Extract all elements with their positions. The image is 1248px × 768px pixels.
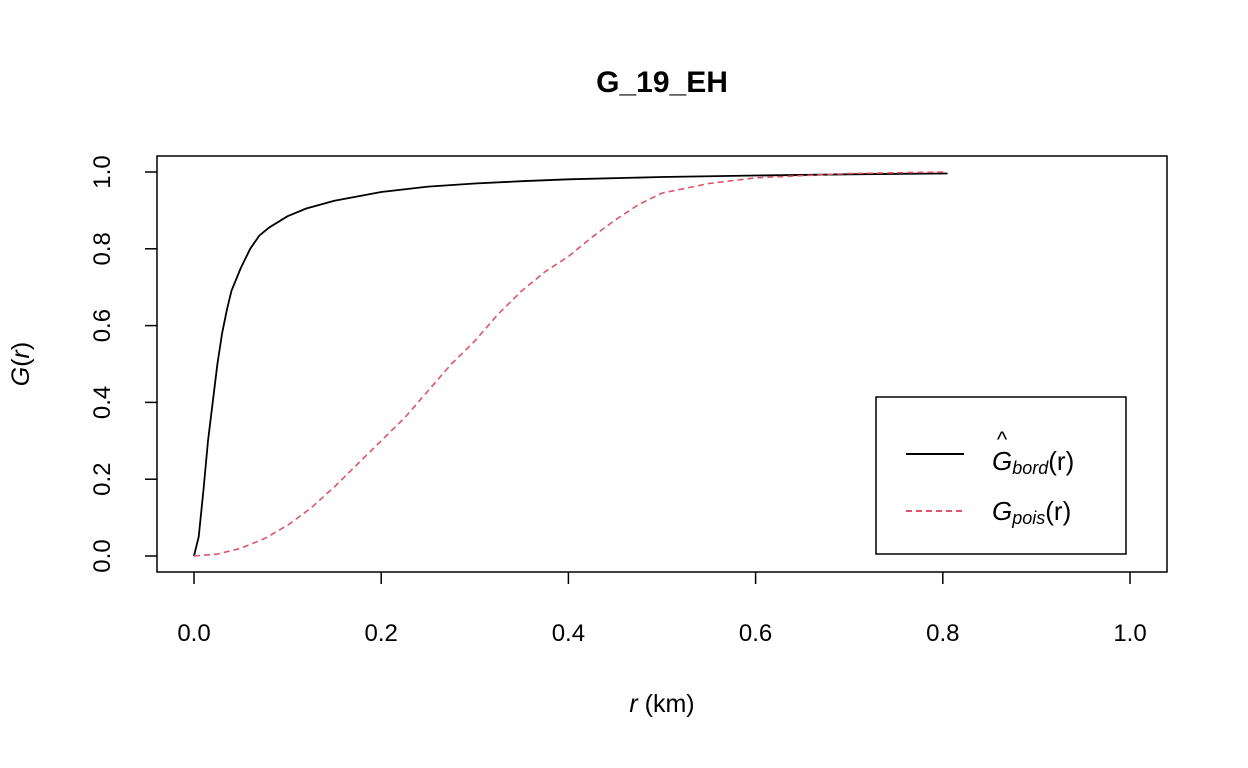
- y-tick-label: 0.8: [89, 232, 116, 265]
- legend-label-pois: Gpois(r): [992, 496, 1071, 528]
- y-tick-label: 0.0: [89, 539, 116, 572]
- legend-label-bord-arg: (r): [1048, 446, 1074, 476]
- legend-label-bord-hat: ^: [997, 427, 1008, 452]
- legend: Gbord(r) ^ Gpois(r): [875, 396, 1127, 555]
- x-tick-label: 1.0: [1113, 620, 1146, 647]
- legend-label-bord-fn: G: [992, 446, 1012, 476]
- x-axis-label-var: r: [629, 690, 639, 718]
- y-axis-label: G(r): [7, 342, 35, 386]
- y-tick-label: 1.0: [89, 155, 116, 188]
- y-axis-label-open: (: [7, 358, 35, 367]
- series-line-pois: [193, 171, 948, 557]
- x-axis-label: r (km): [629, 690, 694, 718]
- plot-frame: [156, 155, 1168, 573]
- x-tick-label: 0.4: [552, 620, 585, 647]
- legend-label-bord-sub: bord: [1012, 458, 1049, 478]
- chart-title: G_19_EH: [596, 66, 728, 99]
- x-tick-label: 0.8: [926, 620, 959, 647]
- y-tick-label: 0.6: [89, 309, 116, 342]
- x-axis: 0.0 0.2 0.4 0.6 0.8 1.0: [177, 572, 1147, 647]
- legend-label-pois-arg: (r): [1045, 496, 1071, 526]
- x-tick-label: 0.2: [365, 620, 398, 647]
- y-tick-label: 0.2: [89, 463, 116, 496]
- x-axis-label-unit: (km): [638, 690, 695, 718]
- legend-label-pois-fn: G: [992, 496, 1012, 526]
- y-axis-label-fn: G: [7, 367, 35, 386]
- x-tick-label: 0.6: [739, 620, 772, 647]
- series-line-bord: [193, 172, 948, 557]
- y-axis: 0.0 0.2 0.4 0.6 0.8 1.0: [89, 155, 157, 573]
- series-layer: [193, 171, 948, 557]
- legend-label-bord: Gbord(r): [992, 446, 1074, 478]
- x-tick-label: 0.0: [177, 620, 210, 647]
- legend-box: [875, 396, 1127, 555]
- legend-label-pois-sub: pois: [1011, 508, 1045, 528]
- y-axis-label-close: ): [7, 342, 35, 350]
- y-tick-label: 0.4: [89, 386, 116, 419]
- y-axis-label-var: r: [7, 348, 35, 358]
